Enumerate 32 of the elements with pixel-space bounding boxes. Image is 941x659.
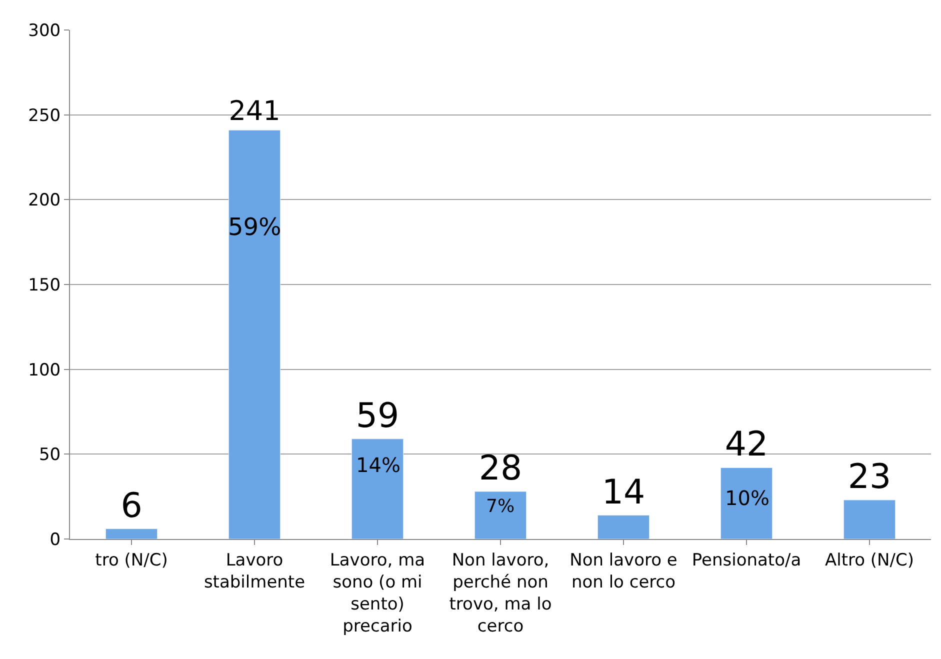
x-tick-label: Lavoro, ma sono (o mi sento) precario <box>330 550 426 637</box>
x-tick-label: tro (N/C) <box>95 550 168 570</box>
bar <box>597 515 650 539</box>
annotation: 10% <box>725 486 770 510</box>
annotation: 59% <box>228 213 282 241</box>
bar <box>228 130 281 539</box>
y-tick-label: 150 <box>28 275 61 296</box>
data-label: 6 <box>120 486 142 526</box>
data-label: 59 <box>356 396 400 436</box>
data-label: 241 <box>228 96 280 127</box>
x-tick-label: Lavoro stabilmente <box>204 550 306 592</box>
y-tick-label: 300 <box>28 20 61 41</box>
annotation: 14% <box>356 453 400 477</box>
data-label: 14 <box>602 472 646 512</box>
x-tick-label: Altro (N/C) <box>824 550 914 570</box>
y-tick-label: 250 <box>28 106 61 126</box>
y-tick-label: 200 <box>28 190 61 211</box>
data-label: 28 <box>478 448 522 488</box>
annotation: 7% <box>486 496 515 517</box>
bar <box>474 491 527 539</box>
y-tick-label: 100 <box>28 360 61 380</box>
data-label: 23 <box>848 456 892 497</box>
bar <box>105 528 158 539</box>
x-tick-label: Non lavoro, perché non trovo, ma lo cerco <box>449 550 552 637</box>
x-tick-label: Pensionato/a <box>692 550 802 570</box>
bar <box>720 467 773 539</box>
y-tick-label: 0 <box>50 530 61 550</box>
x-tick-label: Non lavoro e non lo cerco <box>570 550 678 592</box>
bar <box>843 500 896 539</box>
bar <box>351 438 404 539</box>
data-label: 42 <box>724 424 768 465</box>
y-tick-label: 50 <box>38 445 61 466</box>
